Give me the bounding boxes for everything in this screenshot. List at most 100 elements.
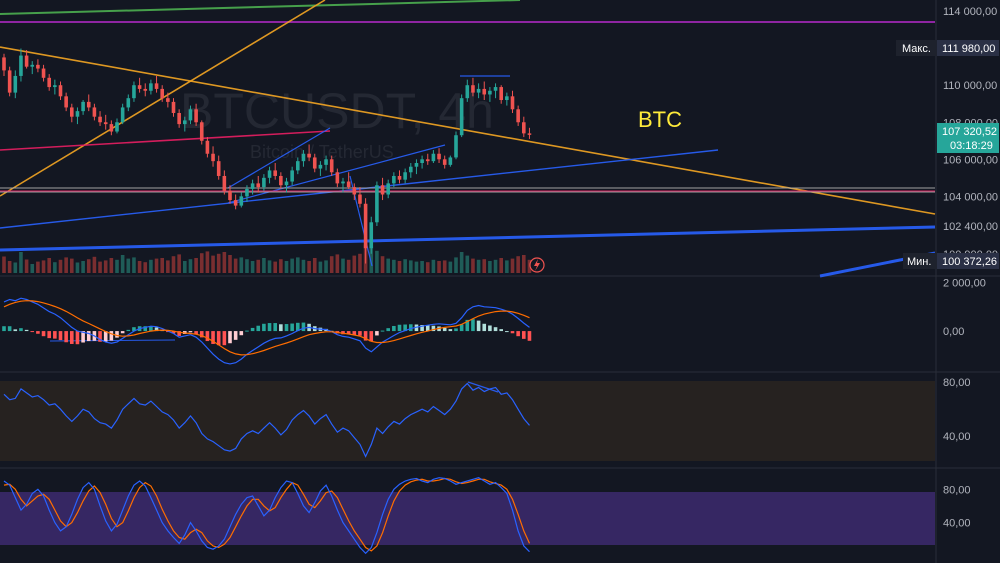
volume-bar [132, 257, 136, 273]
macd-histogram-bar [448, 329, 453, 332]
volume-bar [397, 261, 402, 273]
macd-histogram-bar [256, 325, 261, 332]
candle [205, 137, 210, 158]
blue-channel-upper[interactable] [227, 127, 331, 189]
candle [250, 179, 255, 195]
candle [335, 168, 340, 188]
macd-histogram-bar [420, 325, 424, 332]
min-price-tag: Мин. 100 372,26 [903, 253, 999, 269]
candle [363, 198, 368, 264]
candle [239, 192, 244, 208]
blue-rsi-divergence[interactable] [467, 381, 499, 393]
orange-descending-trendline[interactable] [0, 46, 936, 215]
candles [2, 48, 532, 264]
macd-histogram-bar [431, 325, 436, 332]
symbol-watermark: BTCUSDT, 4h [180, 83, 494, 139]
volume-bar [216, 253, 221, 273]
macd-histogram-bar [296, 322, 300, 332]
volume-bar [92, 256, 97, 273]
stoch-k-line [3, 477, 530, 555]
btc-annotation[interactable]: BTC [638, 107, 682, 132]
macd-histogram-bar [346, 331, 351, 335]
blue-support-line[interactable] [0, 149, 719, 229]
volume-bar [516, 256, 520, 273]
macd-histogram-bar [70, 331, 74, 344]
macd-histogram-bar [363, 331, 368, 341]
candle [431, 150, 436, 164]
macd-histogram-bar [177, 331, 181, 336]
volume-bar [527, 259, 532, 273]
rsi-lines [3, 382, 530, 458]
volume-bar [414, 261, 419, 273]
candle [2, 53, 6, 76]
candle [222, 170, 227, 195]
candle [318, 161, 323, 176]
min-label: Мин. [907, 256, 931, 268]
volume-bar [81, 261, 85, 273]
candle [425, 153, 430, 165]
volume-bar [64, 257, 68, 273]
volume-bar [425, 262, 430, 273]
candle [103, 114, 108, 130]
candle [493, 83, 498, 99]
candle [154, 75, 159, 93]
macd-histogram-bar [358, 331, 362, 336]
volume-bar [442, 260, 447, 273]
current-price-tag: 107 320,52 03:18:29 [937, 123, 999, 153]
candle [98, 111, 102, 126]
volume-bar [24, 259, 29, 273]
candle [329, 155, 334, 176]
candle [454, 131, 458, 160]
macd-histogram-bar [465, 319, 470, 332]
candle [284, 177, 289, 193]
volume-bar [296, 257, 300, 273]
candle [166, 92, 170, 108]
stoch-lines [3, 477, 531, 555]
macd-histogram-bar [211, 331, 215, 344]
volume-bar [194, 258, 198, 273]
candle [476, 83, 481, 99]
volume-bar [19, 252, 23, 273]
macd-histogram-bar [109, 331, 114, 341]
volume-bar [228, 255, 232, 273]
macd-histogram-bar [425, 325, 430, 332]
volume-bar [115, 259, 119, 273]
blue-long-support-line[interactable] [0, 225, 936, 252]
rsi-tick-label: 40,00 [943, 431, 971, 443]
volume-bar [290, 258, 294, 273]
candle [403, 168, 407, 184]
macd-histogram-bar [290, 323, 294, 332]
candle [58, 81, 63, 101]
volume-bar [369, 246, 374, 273]
macd-histogram-bar [409, 324, 413, 332]
green-trendline[interactable] [0, 0, 521, 15]
candle [47, 74, 51, 91]
volume-bar [75, 262, 80, 273]
macd-histogram-bar [499, 329, 503, 332]
pink-trendline[interactable] [0, 130, 331, 151]
stoch-tick-label: 80,00 [943, 484, 971, 496]
candle [375, 181, 379, 226]
volume-bar [13, 262, 18, 273]
volume-bar [171, 256, 176, 273]
volume-bar [341, 258, 345, 273]
volume-bar [312, 258, 317, 273]
macd-histogram-bar [510, 331, 515, 334]
candle [19, 48, 23, 82]
macd-histogram-bar [380, 330, 385, 332]
lightning-icon[interactable] [529, 257, 545, 273]
macd-histogram-bar [493, 327, 498, 332]
candle [346, 172, 351, 189]
candle [30, 61, 35, 75]
volume-bar [346, 259, 351, 273]
volume-bar [448, 261, 453, 273]
candle [126, 94, 131, 112]
volume-bar [211, 255, 215, 273]
volume-bar [510, 258, 515, 273]
candle [86, 94, 91, 112]
candle [109, 120, 114, 136]
candle [510, 90, 515, 113]
macd-histogram-bar [2, 326, 6, 332]
volume-bar [420, 261, 424, 273]
candle [120, 103, 125, 125]
